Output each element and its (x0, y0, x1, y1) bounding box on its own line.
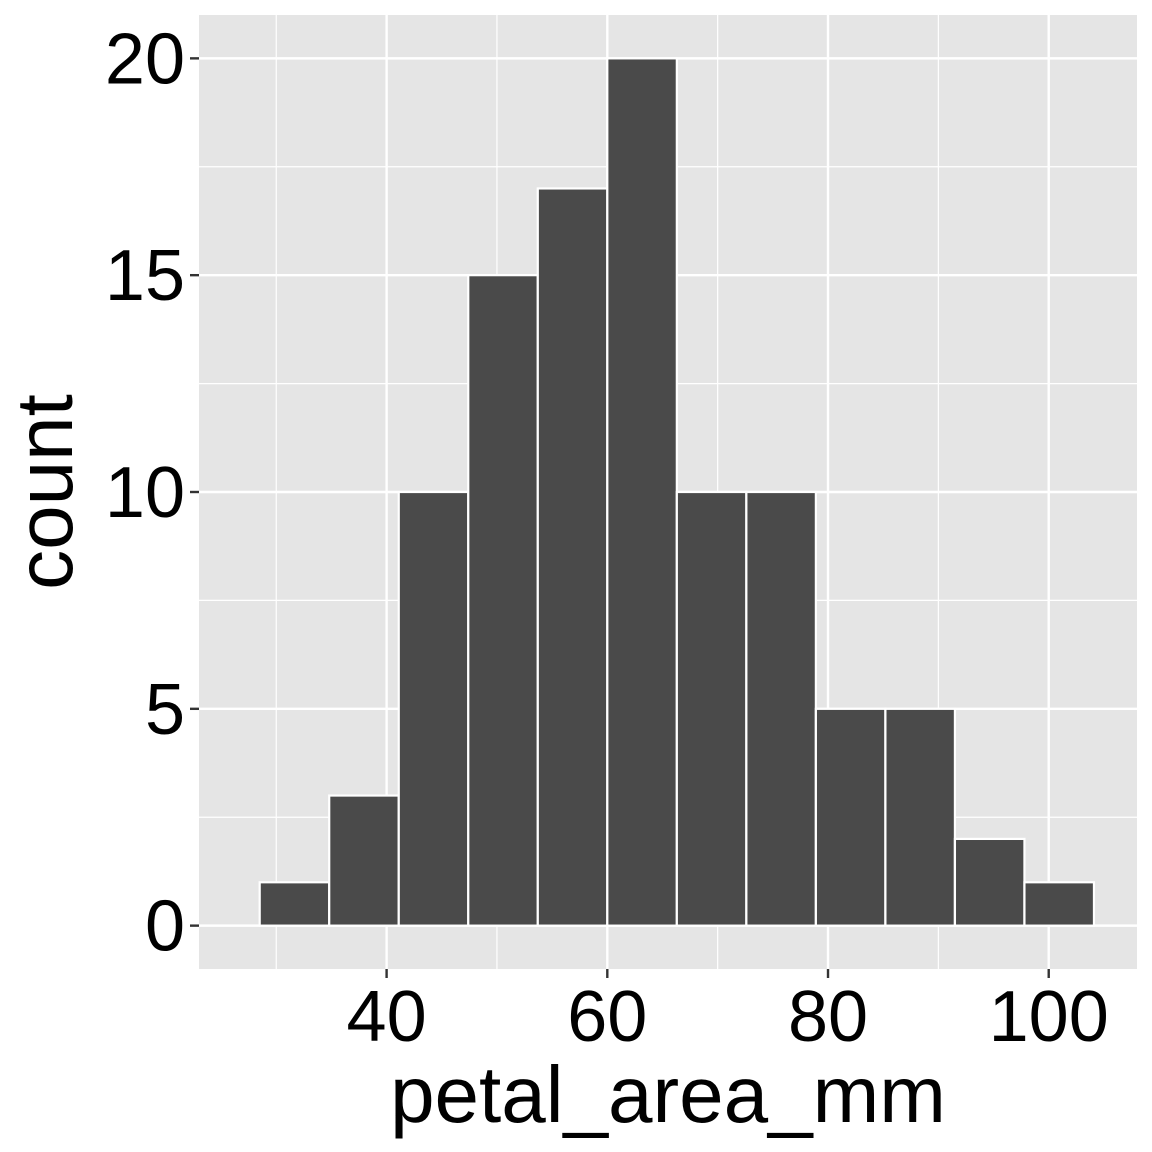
x-axis: 40 60 80 100 (347, 969, 1109, 1057)
y-tick-label: 20 (105, 19, 185, 99)
histogram-bar (953, 837, 1026, 927)
histogram-bar (814, 707, 887, 927)
x-tick-label: 100 (989, 977, 1109, 1057)
x-axis-title: petal_area_mm (390, 1050, 946, 1139)
x-tick-label: 80 (788, 977, 868, 1057)
histogram-bar (1023, 881, 1096, 927)
histogram-bar (536, 187, 609, 927)
y-tick-label: 15 (105, 236, 185, 316)
x-tick-label: 40 (347, 977, 427, 1057)
y-axis-title: count (0, 394, 89, 590)
y-tick-label: 0 (145, 887, 185, 967)
y-tick-label: 10 (105, 453, 185, 533)
y-axis: 0 5 10 15 20 (105, 19, 199, 967)
histogram-bar (258, 881, 331, 927)
histogram-bar (606, 57, 678, 927)
histogram-bar (884, 707, 957, 927)
histogram-bar (397, 490, 470, 927)
histogram-bars (258, 57, 1096, 927)
histogram-bar (745, 490, 817, 927)
histogram-bar (467, 274, 539, 927)
x-tick-label: 60 (567, 977, 647, 1057)
y-tick-label: 5 (145, 670, 185, 750)
histogram-bar (675, 490, 748, 927)
histogram-bar (328, 794, 400, 927)
